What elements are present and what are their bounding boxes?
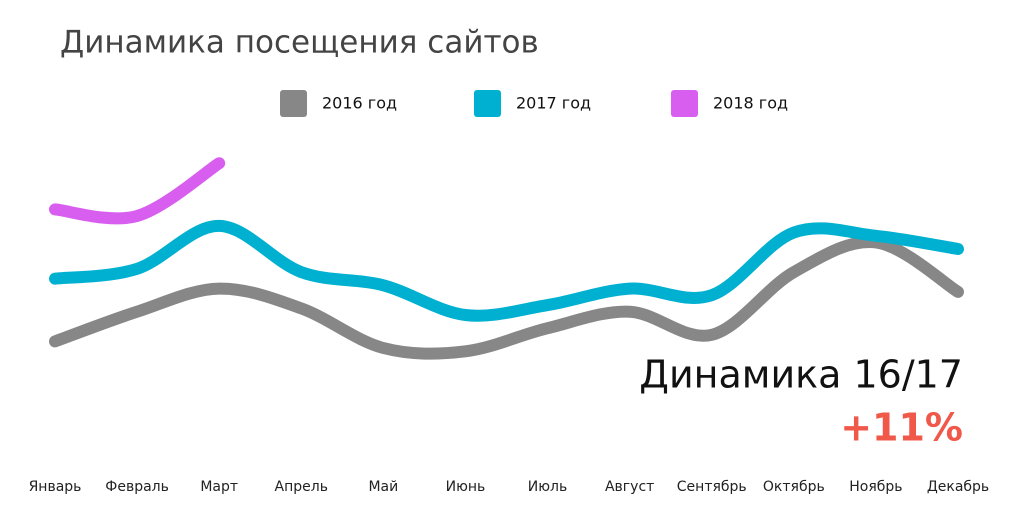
x-tick-label: Октябрь: [763, 479, 825, 495]
annotation-value: +11%: [840, 406, 963, 450]
legend-swatch: [474, 90, 501, 117]
x-tick-label: Ноябрь: [849, 479, 902, 495]
series-line: [49, 219, 964, 322]
x-tick-label: Апрель: [275, 479, 328, 495]
x-tick-label: Август: [605, 479, 654, 495]
legend-label: 2016 год: [322, 94, 397, 113]
x-tick-label: Март: [200, 479, 238, 495]
annotation: Динамика 16/17: [639, 353, 963, 397]
chart-title: Динамика посещения сайтов: [60, 25, 539, 61]
x-tick-label: Декабрь: [927, 479, 989, 495]
legend-swatch: [280, 90, 307, 117]
x-tick-label: Июнь: [446, 479, 486, 495]
x-tick-label: Февраль: [105, 479, 169, 495]
x-tick-label: Сентябрь: [677, 479, 747, 495]
legend-label: 2017 год: [516, 94, 591, 113]
x-tick-label: Июль: [528, 479, 567, 495]
x-tick-label: Январь: [29, 479, 82, 495]
x-tick-label: Май: [368, 479, 398, 495]
legend-swatch: [671, 90, 698, 117]
series-line: [49, 157, 226, 225]
legend-label: 2018 год: [713, 94, 788, 113]
series-line: [49, 236, 964, 360]
